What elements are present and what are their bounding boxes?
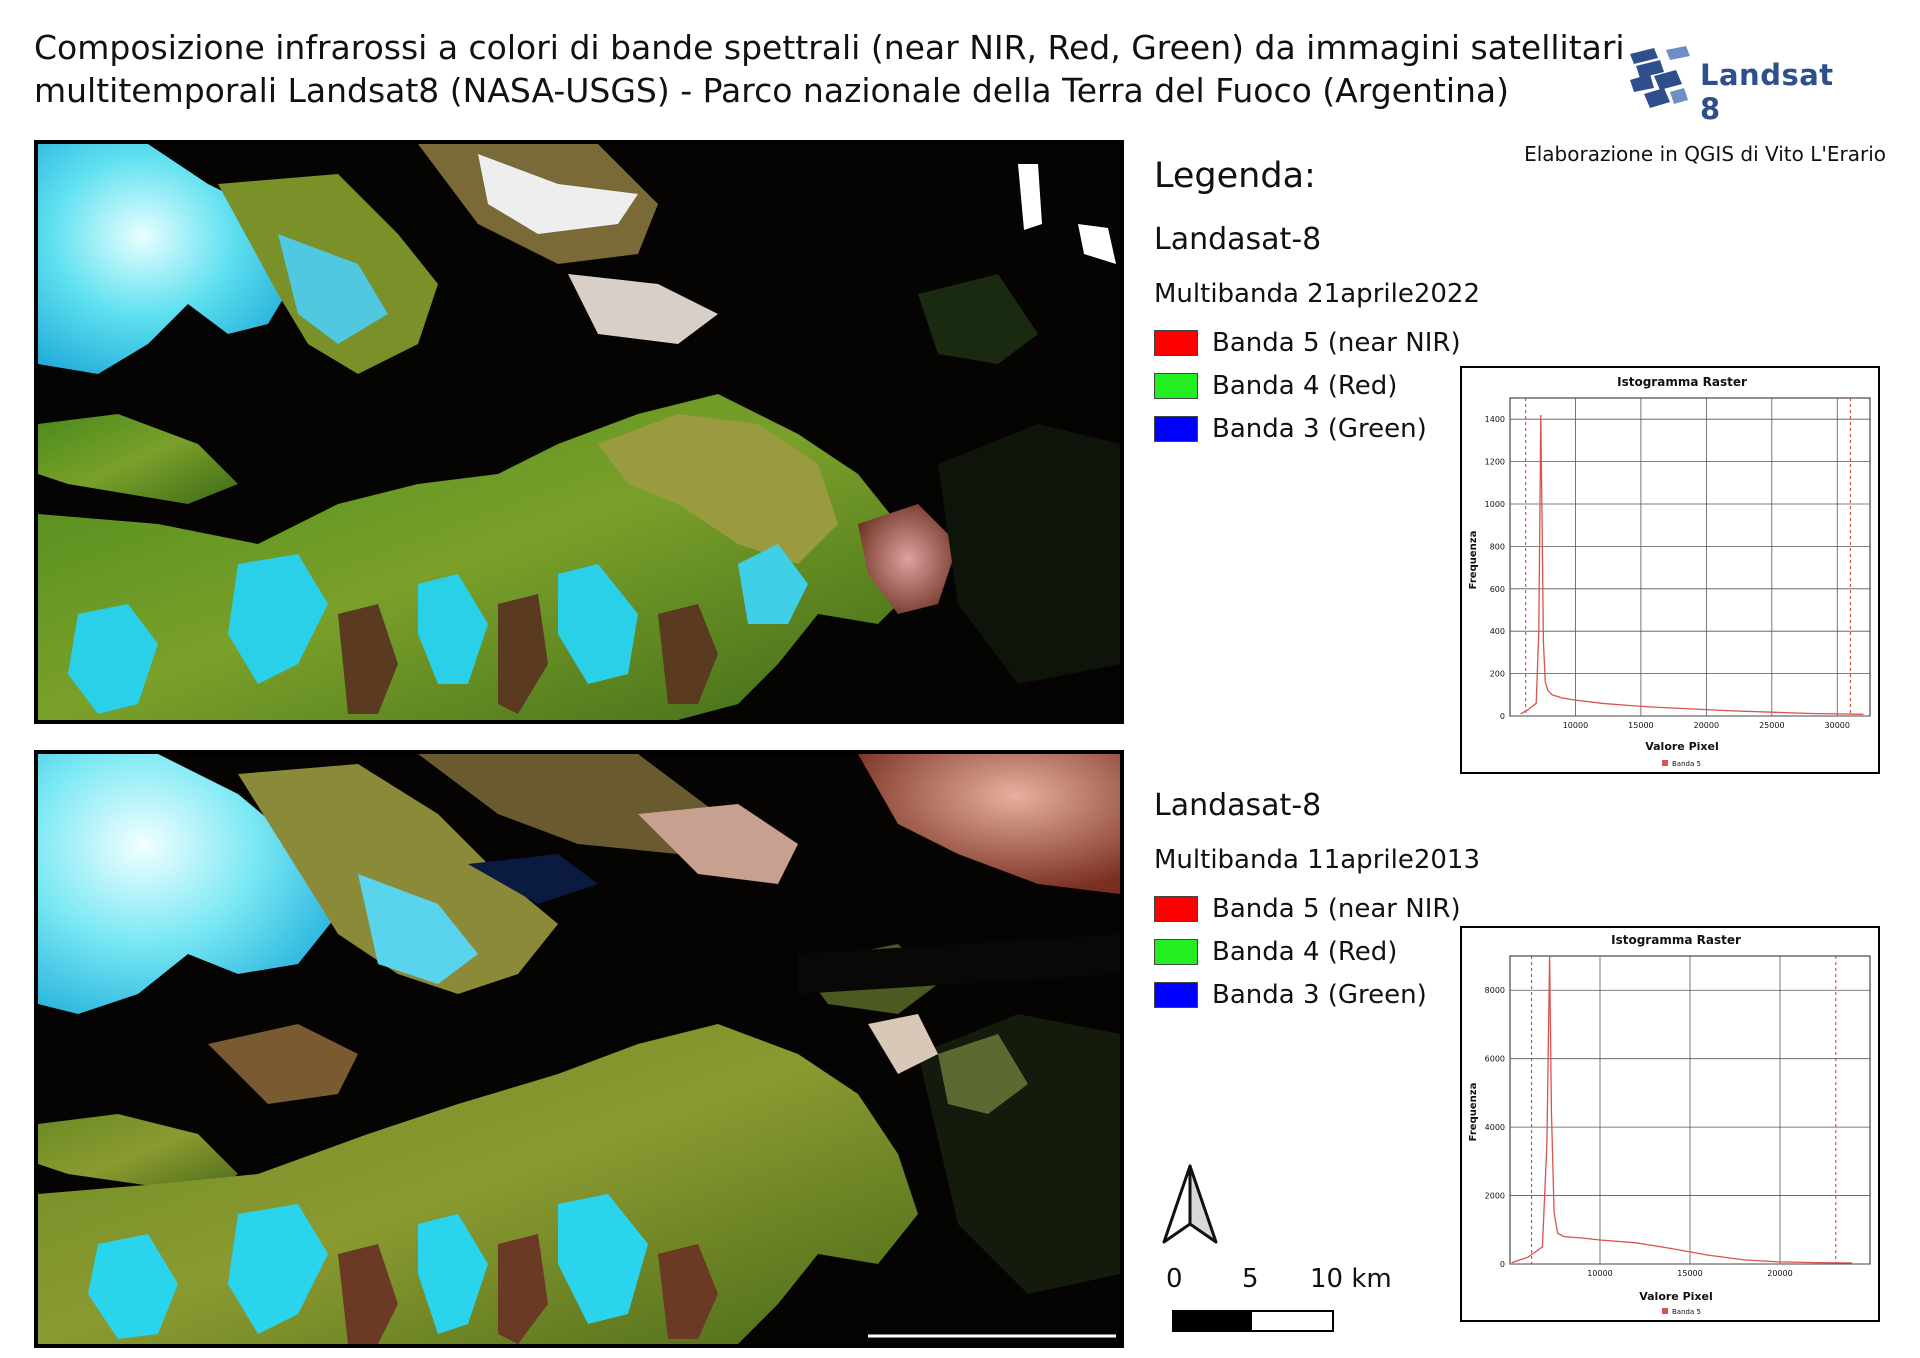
histogram-chart: Istogramma Raster 0 200 400 600 800 1000 1200 1…: [1468, 375, 1871, 768]
legend-item-band4: Banda 4 (Red): [1154, 364, 1480, 407]
legend-block-2022: Landasat-8 Multibanda 21aprile2022 Banda…: [1154, 222, 1480, 450]
histogram-ylabel: Frequenza: [1468, 1083, 1479, 1142]
histogram-2022: Istogramma Raster 0 200 400 600 800 1000 1200 1…: [1460, 366, 1880, 774]
legend-item-band5: Banda 5 (near NIR): [1154, 321, 1480, 364]
y-tick-label: 1000: [1485, 500, 1505, 509]
legend-block-2013: Landasat-8 Multibanda 11aprile2013 Banda…: [1154, 788, 1480, 1016]
x-tick-label: 25000: [1759, 721, 1784, 730]
satellite-map-2013: [34, 750, 1124, 1348]
legend-swatch-green: [1154, 372, 1198, 399]
landsat-satellite-icon: [1630, 46, 1690, 108]
map-title: Composizione infrarossi a colori di band…: [34, 26, 1625, 112]
x-tick-label: 15000: [1677, 1269, 1702, 1278]
histogram-title: Istogramma Raster: [1611, 933, 1741, 947]
y-tick-label: 1200: [1485, 458, 1505, 467]
landsat-logo: Landsat 8: [1624, 44, 1864, 126]
histogram-plot: 0 200 400 600 800 1000 1200 1400 10000 15000 20000…: [1485, 397, 1871, 730]
legend-multiband-label: Multibanda 11aprile2013: [1154, 845, 1480, 875]
scale-bar: 0 5 10 km: [1160, 1264, 1392, 1344]
x-tick-label: 30000: [1825, 721, 1850, 730]
histogram-legend-swatch: [1662, 1308, 1668, 1314]
histogram-2013: Istogramma Raster 0 2000 4000 6000 8000 10000…: [1460, 926, 1880, 1322]
title-line-1: Composizione infrarossi a colori di band…: [34, 28, 1625, 67]
scale-segment-white: [1250, 1310, 1334, 1332]
y-tick-label: 2000: [1485, 1192, 1505, 1201]
histogram-legend-label: Banda 5: [1672, 760, 1701, 768]
scale-label-0: 0: [1166, 1264, 1183, 1294]
y-tick-label: 8000: [1485, 986, 1505, 995]
legend-swatch-blue: [1154, 981, 1198, 1008]
y-tick-label: 800: [1490, 542, 1505, 551]
north-arrow-icon: [1162, 1164, 1218, 1244]
legend-satellite-label: Landasat-8: [1154, 788, 1322, 823]
x-tick-label: 15000: [1628, 721, 1653, 730]
legend-item-band5: Banda 5 (near NIR): [1154, 887, 1480, 930]
y-tick-label: 4000: [1485, 1123, 1505, 1132]
x-tick-label: 20000: [1767, 1269, 1792, 1278]
legend-heading: Legenda:: [1154, 156, 1316, 196]
histogram-xlabel: Valore Pixel: [1639, 1290, 1713, 1303]
x-tick-label: 20000: [1694, 721, 1719, 730]
histogram-plot: 0 2000 4000 6000 8000 10000 15000 20000: [1485, 955, 1871, 1278]
legend-item-label: Banda 3 (Green): [1212, 979, 1427, 1010]
histogram-title: Istogramma Raster: [1617, 375, 1747, 389]
y-tick-label: 0: [1500, 1260, 1505, 1269]
histogram-series-line: [1520, 414, 1864, 715]
legend-swatch-green: [1154, 938, 1198, 965]
legend-item-band3: Banda 3 (Green): [1154, 973, 1480, 1016]
credit-text: Elaborazione in QGIS di Vito L'Erario: [1524, 142, 1886, 166]
false-color-image-2013: [38, 754, 1120, 1344]
legend-item-label: Banda 3 (Green): [1212, 413, 1427, 444]
histogram-legend-label: Banda 5: [1672, 1308, 1701, 1316]
legend-item-label: Banda 4 (Red): [1212, 936, 1398, 967]
scale-label-10km: 10 km: [1310, 1264, 1392, 1294]
histogram-series-line: [1511, 955, 1853, 1264]
histogram-ylabel: Frequenza: [1468, 531, 1479, 590]
satellite-map-2022: [34, 140, 1124, 724]
legend-satellite-label: Landasat-8: [1154, 222, 1322, 257]
north-arrow: [1158, 1162, 1222, 1250]
legend-item-label: Banda 5 (near NIR): [1212, 327, 1461, 358]
histogram-chart: Istogramma Raster 0 2000 4000 6000 8000 10000…: [1468, 933, 1871, 1316]
legend-item-band4: Banda 4 (Red): [1154, 930, 1480, 973]
legend-item-label: Banda 5 (near NIR): [1212, 893, 1461, 924]
title-line-2: multitemporali Landsat8 (NASA-USGS) - Pa…: [34, 71, 1509, 110]
scale-segment-black: [1172, 1310, 1252, 1332]
y-tick-label: 200: [1490, 670, 1505, 679]
legend-item-band3: Banda 3 (Green): [1154, 407, 1480, 450]
histogram-xlabel: Valore Pixel: [1645, 740, 1719, 753]
y-tick-label: 400: [1490, 627, 1505, 636]
y-tick-label: 6000: [1485, 1055, 1505, 1064]
x-tick-label: 10000: [1563, 721, 1588, 730]
histogram-legend-swatch: [1662, 760, 1668, 766]
y-tick-label: 600: [1490, 585, 1505, 594]
false-color-image-2022: [38, 144, 1120, 720]
legend-item-label: Banda 4 (Red): [1212, 370, 1398, 401]
legend-swatch-red: [1154, 329, 1198, 356]
legend-swatch-blue: [1154, 415, 1198, 442]
legend-swatch-red: [1154, 895, 1198, 922]
legend-multiband-label: Multibanda 21aprile2022: [1154, 279, 1480, 309]
plot-area: [1509, 397, 1871, 717]
scale-label-5: 5: [1242, 1264, 1259, 1294]
y-tick-label: 1400: [1485, 415, 1505, 424]
y-tick-label: 0: [1500, 712, 1505, 721]
x-tick-label: 10000: [1587, 1269, 1612, 1278]
logo-text: Landsat 8: [1700, 58, 1834, 126]
